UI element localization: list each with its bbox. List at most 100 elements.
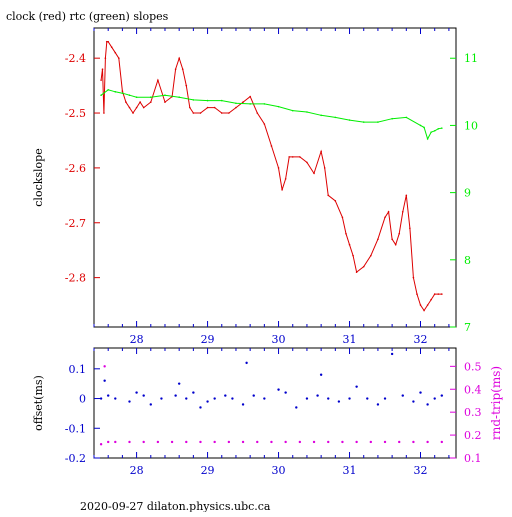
bottom-series-1-point — [252, 394, 255, 397]
bottom-series-2-point — [128, 440, 131, 444]
top-series-1-point — [118, 57, 120, 59]
top-y2-tick-label: 8 — [464, 254, 471, 267]
top-series-1-point — [313, 172, 315, 175]
bottom-series-1-point — [412, 400, 415, 403]
top-series-1-point — [345, 232, 347, 235]
top-series-2-point — [178, 96, 180, 99]
top-series-1-point — [391, 238, 393, 241]
bottom-y2-tick-label: 0.3 — [464, 406, 482, 419]
top-series-1-point — [100, 79, 102, 81]
bottom-x-tick-label: 32 — [414, 464, 428, 477]
top-x-tick-label: 31 — [343, 333, 357, 346]
bottom-y2-axis-label: rnd-trip(ms) — [489, 366, 503, 440]
bottom-series-1-point — [213, 397, 216, 400]
top-series-2-point — [423, 126, 425, 129]
top-series-1-point — [437, 293, 440, 295]
bottom-series-1-point — [106, 394, 110, 397]
top-series-1-point — [110, 46, 113, 49]
top-series-1-point — [242, 101, 244, 103]
bottom-series-2-point — [426, 440, 429, 444]
top-series-1-point — [284, 178, 287, 180]
top-y-tick-label: -2.5 — [65, 107, 86, 120]
bottom-series-1-point — [390, 352, 394, 356]
top-series-1-point — [423, 309, 425, 312]
top-series-1-point — [394, 243, 397, 246]
bottom-series-1-point — [99, 397, 103, 400]
top-series-2-point — [391, 117, 393, 120]
bottom-y-axis-label: offset(ms) — [32, 375, 45, 431]
top-series-1-point — [281, 189, 283, 191]
bottom-y-tick-label: -0.1 — [65, 422, 86, 435]
top-series-2-point — [419, 124, 422, 127]
bottom-series-2-point — [284, 440, 287, 444]
bottom-series-1-point — [160, 397, 163, 400]
top-series-1-point — [441, 293, 443, 295]
top-series-1-point — [362, 265, 365, 268]
bottom-series-2-point — [241, 440, 245, 444]
bottom-series-2-point — [298, 440, 302, 444]
top-x-tick-label: 30 — [272, 333, 286, 346]
top-series-1-point — [189, 106, 191, 109]
bottom-series-1-point — [366, 397, 369, 400]
top-series-2-point — [362, 121, 365, 123]
top-series-1-point — [277, 167, 280, 169]
top-y2-tick-label: 7 — [464, 321, 471, 334]
bottom-y2-tick-label: 0.1 — [464, 452, 482, 465]
bottom-series-1-point — [192, 391, 195, 394]
top-series-1-point — [139, 101, 141, 103]
top-y-tick-label: -2.8 — [65, 272, 86, 285]
top-series-1-point — [121, 90, 124, 92]
top-series-1-point — [412, 276, 415, 279]
top-series-1-point — [323, 167, 326, 169]
top-series-1-point — [235, 106, 237, 109]
top-series-1-point — [256, 112, 259, 114]
top-series-1-point — [299, 156, 301, 158]
chart-title: clock (red) rtc (green) slopes — [6, 10, 169, 23]
top-series-1-point — [142, 106, 145, 109]
top-series-1-point — [291, 156, 294, 158]
top-series-line-1 — [100, 41, 442, 312]
bottom-series-1-point — [199, 406, 202, 409]
bottom-series-2-point — [213, 440, 216, 444]
bottom-series-2-point — [185, 440, 188, 444]
bottom-series-1-point — [284, 391, 287, 394]
bottom-series-2-point — [398, 440, 401, 444]
top-y2-tick-label: 10 — [464, 119, 478, 132]
bottom-series-1-point — [433, 397, 436, 400]
top-series-1-point — [419, 304, 422, 306]
top-series-1-point — [228, 112, 230, 114]
bottom-series-1-point — [231, 397, 234, 400]
top-series-1-point — [355, 271, 358, 273]
bottom-y2-tick-label: 0.4 — [464, 383, 482, 396]
top-series-1-point — [249, 95, 251, 98]
top-series-1-point — [348, 243, 351, 246]
top-y-axis-label: clockslope — [32, 148, 45, 206]
bottom-series-1-point — [348, 397, 351, 400]
bottom-series-1-point — [355, 385, 358, 388]
top-y-tick-label: -2.4 — [65, 52, 86, 65]
top-series-1-point — [213, 106, 216, 109]
bottom-series-2-point — [170, 440, 174, 444]
bottom-series-1-point — [135, 391, 138, 394]
bottom-series-1-point — [401, 394, 404, 397]
bottom-series-1-point — [419, 391, 422, 394]
top-series-1-point — [181, 68, 184, 70]
top-series-1-point — [405, 194, 408, 197]
top-y2-tick-label: 11 — [464, 52, 478, 65]
top-series-1-point — [288, 156, 290, 158]
top-series-1-point — [178, 57, 180, 59]
top-series-2-point — [149, 96, 152, 99]
top-series-1-point — [185, 84, 188, 87]
top-series-2-point — [277, 105, 280, 108]
bottom-series-1-point — [128, 400, 131, 403]
top-series-1-point — [199, 112, 202, 114]
top-series-1-point — [398, 232, 401, 235]
bottom-series-2-point — [440, 440, 444, 444]
bottom-series-1-point — [277, 388, 280, 391]
top-y-tick-label: -2.7 — [65, 217, 86, 230]
top-series-1-point — [430, 298, 432, 301]
bottom-series-1-point — [241, 403, 245, 406]
bottom-series-1-point — [440, 394, 444, 397]
